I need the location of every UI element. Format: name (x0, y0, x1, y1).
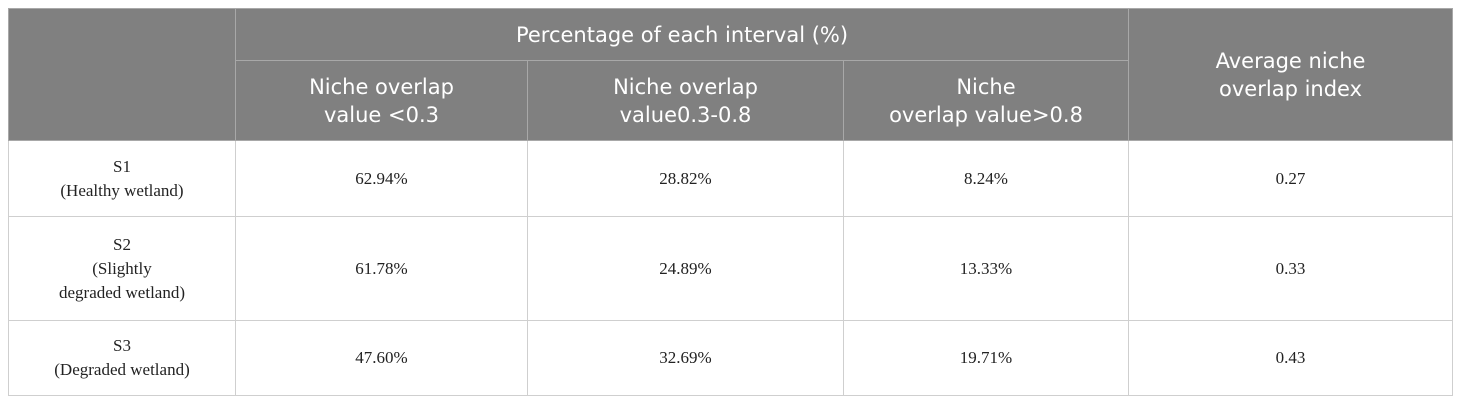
label-line: S3 (113, 336, 131, 355)
table-cell: 47.60% (235, 320, 528, 396)
header-line: value <0.3 (323, 102, 440, 127)
table-cell: 28.82% (527, 140, 844, 217)
header-line: Average niche (1215, 48, 1366, 73)
header-line: overlap value>0.8 (889, 102, 1083, 127)
label-line: S2 (113, 234, 131, 254)
table-cell: 13.33% (842, 216, 1130, 321)
column-header: Niche overlap value <0.3 (235, 60, 528, 141)
row-label: S1 (Healthy wetland) (8, 140, 236, 217)
row-label: S2 (Slightly degraded wetland) (8, 216, 236, 321)
table-cell: 8.24% (842, 140, 1130, 217)
column-header: Average niche overlap index (1128, 8, 1454, 141)
label-line: (Slightly (92, 258, 152, 278)
table-cell: 61.78% (235, 216, 528, 321)
table-cell: 24.89% (527, 216, 844, 321)
header-line: Niche overlap (613, 74, 758, 99)
row-label: S3 (Degraded wetland) (8, 320, 236, 396)
corner-cell (8, 8, 236, 141)
table-cell: 0.27 (1128, 140, 1454, 217)
table-row: S2 (Slightly degraded wetland) 61.78% 24.89%… (8, 216, 1454, 321)
label-line: (Healthy wetland) (60, 180, 184, 200)
header-line: value0.3-0.8 (619, 102, 752, 127)
table-cell: 19.71% (842, 320, 1130, 396)
group-header: Percentage of each interval (%) (234, 8, 1130, 61)
header-line: overlap index (1219, 76, 1363, 101)
table-cell: 32.69% (527, 320, 844, 396)
table-row: S1 (Healthy wetland) 62.94% 28.82% 8.24% 0.27 (8, 140, 1454, 217)
header-line: Niche overlap (309, 74, 454, 99)
table-cell: 62.94% (235, 140, 528, 217)
table-cell: 0.43 (1128, 320, 1454, 396)
table-cell: 0.33 (1128, 216, 1454, 321)
column-header: Niche overlap value>0.8 (842, 60, 1130, 141)
table-row: S3 (Degraded wetland) 47.60% 32.69% 19.71% 0.… (8, 320, 1454, 396)
label-line: S1 (113, 156, 131, 176)
column-header: Niche overlap value0.3-0.8 (527, 60, 844, 141)
data-table: Percentage of each interval (%) Average … (8, 8, 1454, 396)
label-line: degraded wetland) (58, 282, 186, 302)
header-line: Niche (956, 74, 1016, 99)
label-line: (Degraded wetland) (54, 360, 190, 379)
